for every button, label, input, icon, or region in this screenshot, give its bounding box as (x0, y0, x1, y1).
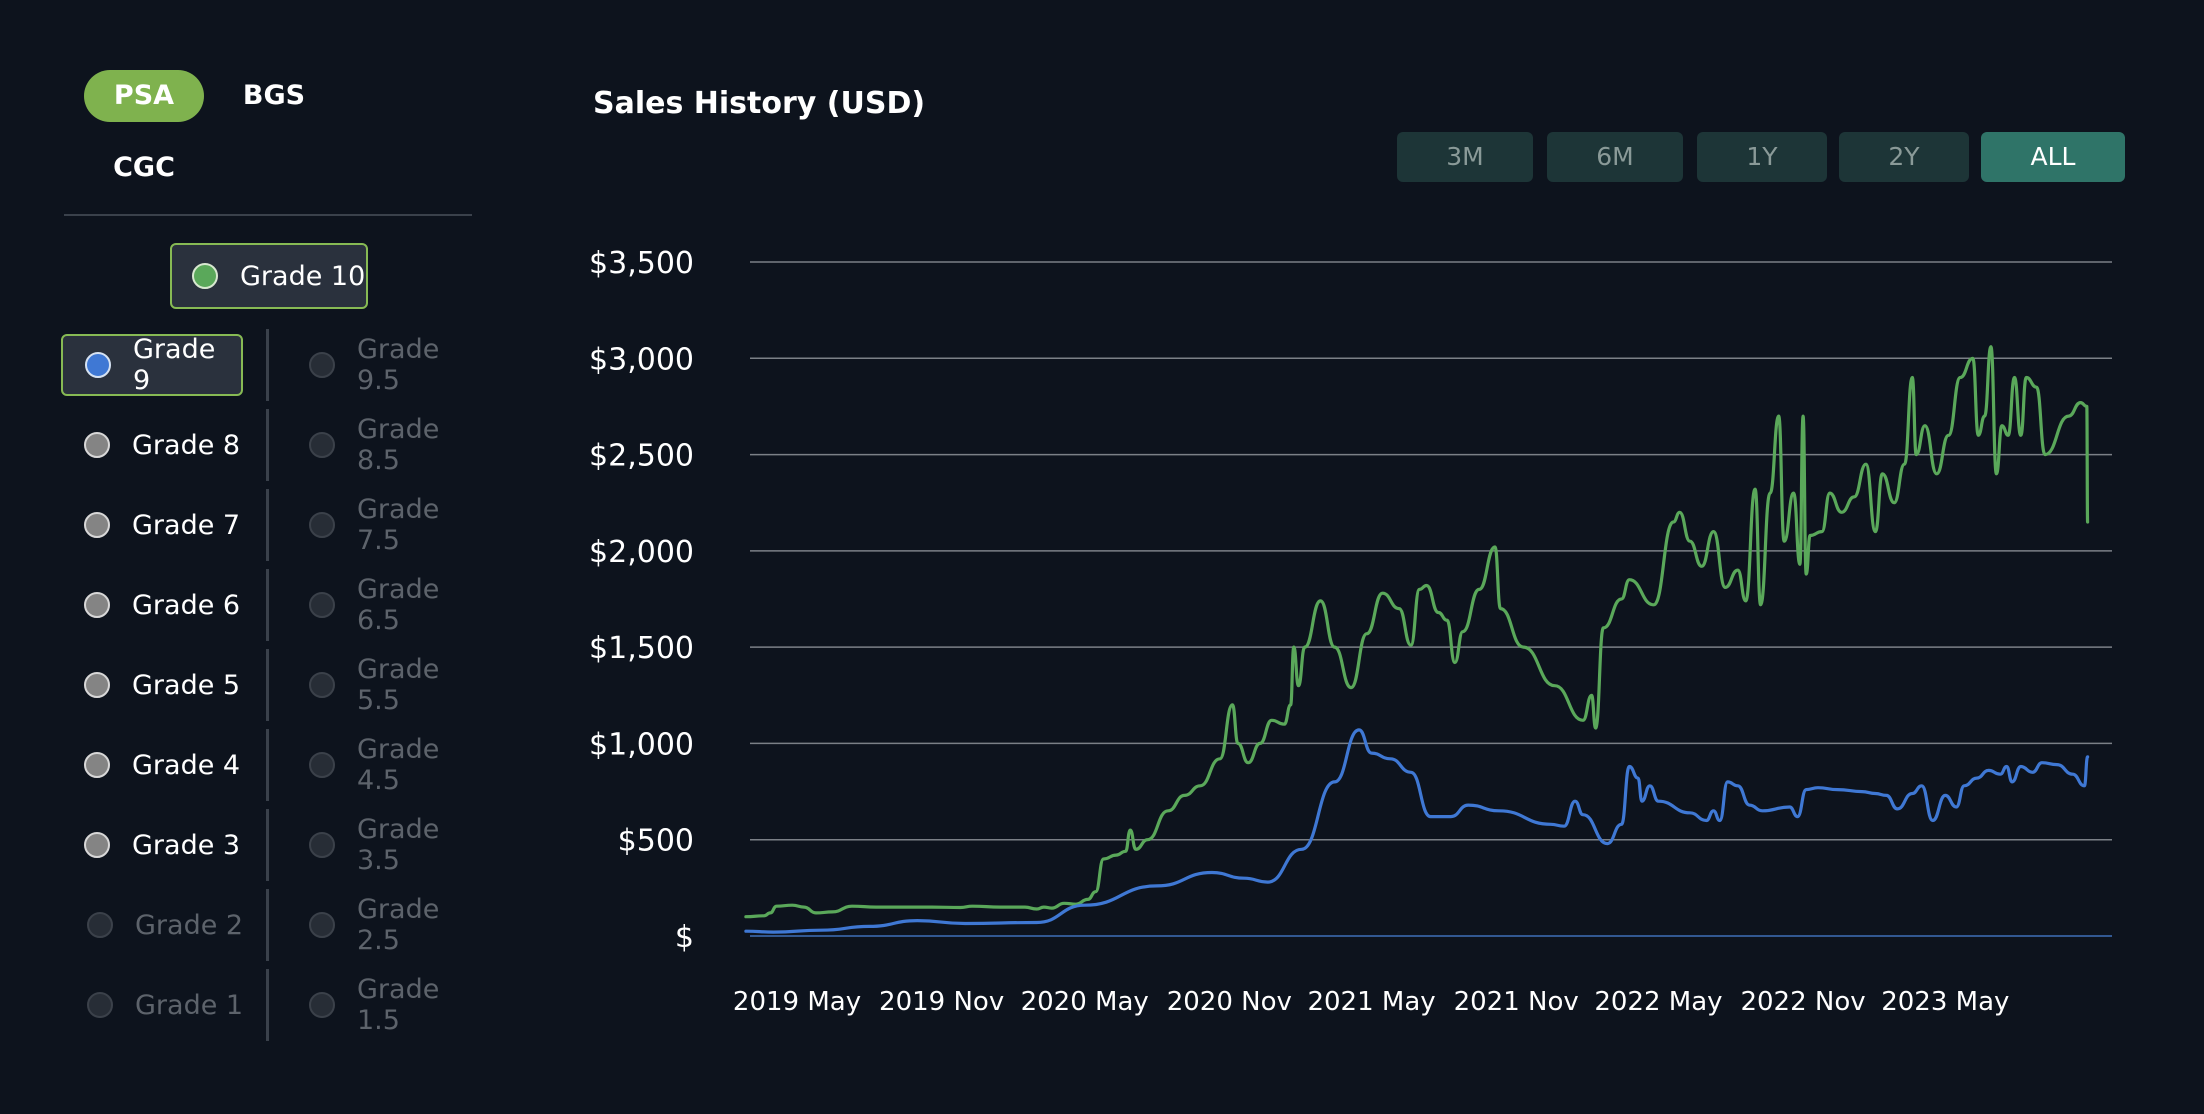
grade-2-5-label: Grade 2.5 (357, 894, 440, 956)
grade-2-dot (87, 912, 113, 938)
x-tick-label: 2019 Nov (879, 987, 1004, 1017)
range-all-button[interactable]: ALL (1981, 132, 2125, 182)
grade-6-5-dot (309, 592, 335, 618)
grade-1-dot (87, 992, 113, 1018)
grade-column-separator (266, 809, 269, 881)
y-tick-label: $500 (618, 824, 694, 859)
grade-4-dot (84, 752, 110, 778)
series-line-grade-10 (744, 345, 2090, 919)
grade-column-separator (266, 489, 269, 561)
grade-8-button[interactable]: Grade 8 (64, 417, 254, 473)
x-tick-label: 2020 Nov (1167, 987, 1292, 1017)
y-tick-label: $1,000 (589, 727, 694, 762)
grade-7-5-label: Grade 7.5 (357, 494, 440, 556)
grade-7-label: Grade 7 (132, 509, 241, 541)
grade-3-label: Grade 3 (132, 829, 241, 861)
x-tick-label: 2019 May (733, 987, 861, 1017)
y-tick-label: $3,500 (589, 246, 694, 281)
grade-column-separator (266, 329, 269, 401)
x-tick-label: 2022 May (1594, 987, 1722, 1017)
grade-2-label: Grade 2 (135, 909, 244, 941)
y-tick-label: $3,000 (589, 342, 694, 377)
grade-1-5-dot (309, 992, 335, 1018)
grade-8-5-dot (309, 432, 335, 458)
grade-1-5-label: Grade 1.5 (357, 974, 440, 1036)
grade-column-separator (266, 729, 269, 801)
grade-9-5-label: Grade 9.5 (357, 334, 440, 396)
grade-column-separator (266, 649, 269, 721)
grade-8-5-label: Grade 8.5 (357, 414, 440, 476)
grade-3-5-label: Grade 3.5 (357, 814, 440, 876)
grade-10-dot (192, 263, 218, 289)
grade-5-5-dot (309, 672, 335, 698)
y-tick-label: $2,000 (589, 535, 694, 570)
grade-column-separator (266, 969, 269, 1041)
grade-6-button[interactable]: Grade 6 (64, 577, 254, 633)
x-tick-label: 2022 Nov (1740, 987, 1865, 1017)
grade-9-label: Grade 9 (133, 334, 216, 396)
grade-6-label: Grade 6 (132, 589, 241, 621)
range-1y-button[interactable]: 1Y (1697, 132, 1827, 182)
grade-5-5-label: Grade 5.5 (357, 654, 440, 716)
series-line-grade-9 (744, 728, 2090, 934)
range-6m-button[interactable]: 6M (1547, 132, 1683, 182)
tab-bgs[interactable]: BGS (242, 80, 306, 111)
grade-8-label: Grade 8 (132, 429, 241, 461)
grade-column-separator (266, 409, 269, 481)
grade-2-button[interactable]: Grade 2 (67, 897, 257, 953)
grade-10-button[interactable]: Grade 10 (170, 243, 368, 309)
grade-2-5-dot (309, 912, 335, 938)
grade-column-separator (266, 569, 269, 641)
x-tick-label: 2023 May (1881, 987, 2009, 1017)
grade-1-5-button[interactable]: Grade 1.5 (289, 974, 489, 1036)
grade-10-label: Grade 10 (240, 260, 366, 292)
grade-4-button[interactable]: Grade 4 (64, 737, 254, 793)
y-tick-label: $1,500 (589, 631, 694, 666)
grade-9-button[interactable]: Grade 9 (61, 334, 243, 396)
tab-psa[interactable]: PSA (84, 70, 204, 122)
grade-9-5-button[interactable]: Grade 9.5 (289, 334, 489, 396)
grade-3-button[interactable]: Grade 3 (64, 817, 254, 873)
tab-cgc[interactable]: CGC (113, 152, 175, 183)
grade-6-dot (84, 592, 110, 618)
grade-4-5-dot (309, 752, 335, 778)
grade-7-5-dot (309, 512, 335, 538)
range-2y-button[interactable]: 2Y (1839, 132, 1969, 182)
grade-4-label: Grade 4 (132, 749, 241, 781)
grade-4-5-button[interactable]: Grade 4.5 (289, 734, 489, 796)
x-tick-label: 2021 May (1307, 987, 1435, 1017)
x-tick-label: 2020 May (1021, 987, 1149, 1017)
grade-7-dot (84, 512, 110, 538)
grade-2-5-button[interactable]: Grade 2.5 (289, 894, 489, 956)
grade-5-label: Grade 5 (132, 669, 241, 701)
grade-3-dot (84, 832, 110, 858)
grade-7-5-button[interactable]: Grade 7.5 (289, 494, 489, 556)
grader-tabs: PSA BGS CGC (84, 70, 484, 220)
grade-7-button[interactable]: Grade 7 (64, 497, 254, 553)
grader-divider (64, 214, 472, 216)
grade-3-5-button[interactable]: Grade 3.5 (289, 814, 489, 876)
grade-1-button[interactable]: Grade 1 (67, 977, 257, 1033)
grade-3-5-dot (309, 832, 335, 858)
grade-6-5-label: Grade 6.5 (357, 574, 440, 636)
y-tick-label: $ (675, 920, 694, 955)
grade-8-dot (84, 432, 110, 458)
grade-6-5-button[interactable]: Grade 6.5 (289, 574, 489, 636)
x-tick-label: 2021 Nov (1454, 987, 1579, 1017)
grade-9-5-dot (309, 352, 335, 378)
grade-4-5-label: Grade 4.5 (357, 734, 440, 796)
grade-5-dot (84, 672, 110, 698)
grade-5-5-button[interactable]: Grade 5.5 (289, 654, 489, 716)
grade-1-label: Grade 1 (135, 989, 244, 1021)
y-tick-label: $2,500 (589, 439, 694, 474)
grade-column-separator (266, 889, 269, 961)
grade-9-dot (85, 352, 111, 378)
grade-5-button[interactable]: Grade 5 (64, 657, 254, 713)
grade-8-5-button[interactable]: Grade 8.5 (289, 414, 489, 476)
range-3m-button[interactable]: 3M (1397, 132, 1533, 182)
chart-title: Sales History (USD) (593, 86, 926, 121)
